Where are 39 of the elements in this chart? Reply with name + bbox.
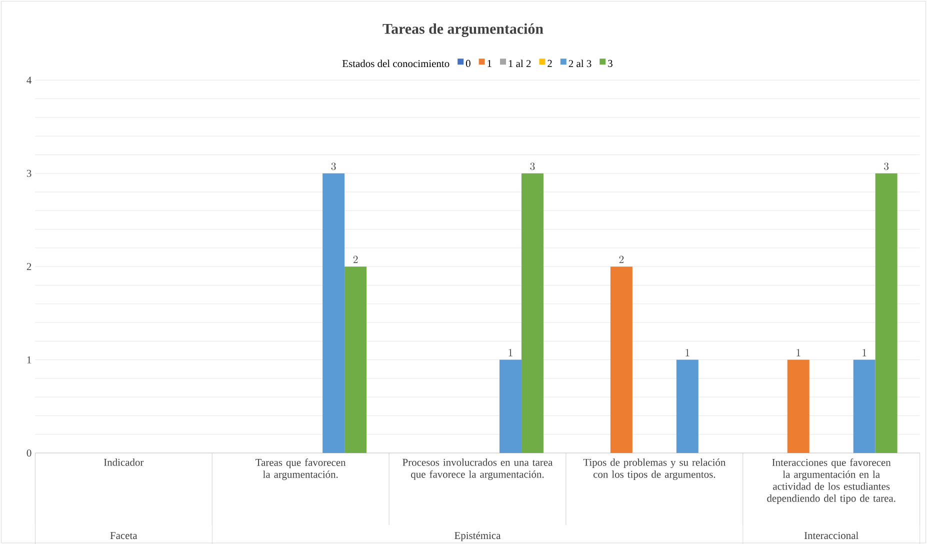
bar [610,266,632,453]
data-label: 1 [862,348,866,356]
bar [521,173,544,453]
legend-title: Estados del conocimiento [342,60,450,68]
data-label: 2 [619,256,624,263]
legend-label: 0 [466,60,470,67]
bar [853,360,876,453]
x-tick-label: Indicador [104,458,144,466]
bar [499,360,522,453]
y-tick-label: 4 [26,76,32,84]
text: Epistémica [454,532,501,542]
text: Faceta [110,532,138,539]
y-tick-label: 0 [26,449,32,456]
legend-label: 1 [488,60,492,67]
text: Interaccional [804,532,858,539]
y-tick-label: 2 [26,263,32,270]
data-label: 2 [353,256,358,263]
x-tick-label: Procesos involucrados en una tarea que favorece la argumentación. [402,458,553,480]
legend-label: 2 [548,60,552,67]
bar [676,360,698,453]
x-tick-label: Tipos de problemas y su relación con los tipos de argumentos. [583,458,726,480]
legend-label: 3 [608,60,612,67]
bar [787,360,810,453]
legend-label: 1 al 2 [508,60,531,68]
bar [875,173,898,453]
data-label: 1 [508,348,512,356]
x-tick-label: Tareas que favorecen la argumentación. [256,458,346,480]
data-label: 3 [530,162,535,170]
x-tick-label: Interacciones que favorecen la argumentación en la actividad de los estudiantes dependiendo del tipo de tarea. [767,458,896,504]
data-label: 3 [884,162,889,170]
y-tick-label: 1 [27,356,32,364]
data-label: 1 [686,348,690,356]
y-tick-label: 3 [26,170,32,177]
chart-title: Tareas de argumentación [382,23,544,37]
bar [322,173,345,453]
bar [344,266,367,453]
data-label: 1 [796,348,800,356]
legend-label: 2 al 3 [568,60,592,68]
data-label: 3 [331,162,336,170]
